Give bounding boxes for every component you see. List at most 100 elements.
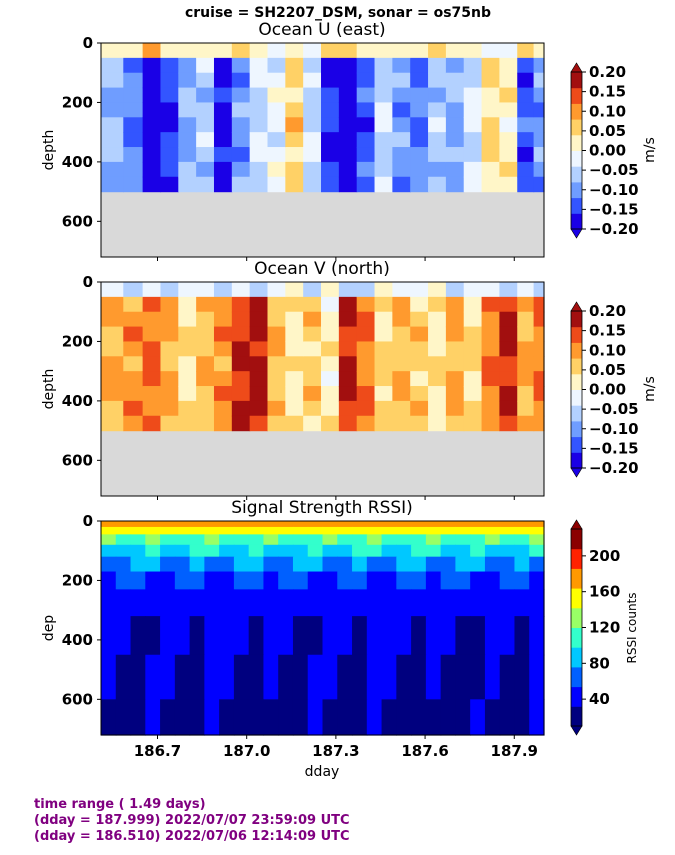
- data-cell: [213, 400, 233, 417]
- data-cell: [499, 534, 516, 546]
- data-cell: [285, 102, 304, 118]
- data-cell: [481, 87, 501, 104]
- y-tick-label: 200: [62, 93, 93, 111]
- x-tick-label: 187.0: [223, 742, 270, 760]
- data-cell: [101, 132, 124, 148]
- y-tick-label: 200: [62, 332, 93, 350]
- data-cell: [484, 556, 501, 573]
- data-cell: [445, 72, 465, 89]
- y-tick-label: 400: [62, 631, 93, 649]
- data-cell: [338, 386, 358, 402]
- data-cell: [142, 176, 162, 193]
- data-cell: [292, 571, 309, 590]
- data-cell: [529, 556, 545, 573]
- data-cell: [178, 326, 197, 343]
- data-cell: [425, 589, 442, 617]
- data-cell: [285, 356, 304, 372]
- data-cell: [115, 534, 132, 546]
- data-cell: [517, 132, 535, 148]
- plot-frame: [100, 42, 545, 258]
- data-cell: [123, 311, 144, 328]
- data-cell: [142, 132, 162, 148]
- data-cell: [101, 296, 124, 313]
- data-cell: [356, 296, 376, 313]
- data-cell: [130, 556, 146, 573]
- y-ticks: 0 200 400 600: [62, 34, 101, 230]
- data-cell: [189, 654, 205, 700]
- data-cell: [178, 43, 197, 59]
- data-cell: [267, 371, 286, 387]
- data-cell: [514, 534, 530, 546]
- data-cell: [178, 371, 197, 387]
- data-cell: [130, 654, 146, 700]
- data-cell: [142, 282, 162, 298]
- data-cell: [499, 282, 518, 298]
- plot-frame: [100, 281, 545, 497]
- data-cell: [231, 371, 251, 387]
- x-tick-label: 186.7: [134, 742, 181, 760]
- data-cell: [356, 117, 376, 133]
- data-cell: [374, 161, 393, 178]
- data-cell: [263, 654, 279, 700]
- data-cell: [178, 132, 197, 148]
- data-cell: [303, 386, 322, 402]
- data-cell: [356, 132, 376, 148]
- data-cell: [142, 341, 162, 357]
- data-cell: [101, 544, 117, 558]
- data-cell: [445, 117, 465, 133]
- y-ticks: 0 200 400 600: [62, 512, 101, 708]
- data-cell: [213, 296, 233, 313]
- data-cell: [392, 117, 411, 133]
- data-cell: [338, 326, 358, 343]
- colorbar-tick-label: −0.15: [589, 439, 639, 457]
- y-axis-label: dep: [41, 615, 57, 642]
- data-cell: [321, 117, 340, 133]
- data-cell: [338, 132, 358, 148]
- data-cell: [174, 521, 191, 528]
- data-cell: [410, 72, 429, 89]
- data-cell: [307, 534, 324, 546]
- data-cell: [338, 400, 358, 417]
- data-cell: [160, 526, 176, 535]
- data-cell: [445, 296, 465, 313]
- data-cell: [123, 72, 144, 89]
- data-cell: [517, 311, 535, 328]
- data-cell: [356, 147, 376, 163]
- data-cell: [499, 132, 518, 148]
- panel-rssi: Signal Strength RSSI) dep 0 200 400 600 186…: [41, 498, 639, 780]
- data-cell: [204, 526, 220, 535]
- data-cell: [455, 526, 471, 535]
- data-cell: [428, 72, 447, 89]
- data-cell: [410, 147, 429, 163]
- data-cell: [321, 371, 340, 387]
- data-cell: [481, 117, 501, 133]
- data-cell: [533, 356, 545, 372]
- data-cell: [428, 43, 447, 59]
- data-cell: [463, 161, 483, 178]
- colorbar-tick-label: 0.00: [589, 381, 626, 399]
- data-cell: [322, 534, 338, 546]
- data-cell: [115, 521, 132, 528]
- data-cell: [204, 699, 220, 736]
- colorbar-tick-label: 0.10: [589, 102, 626, 120]
- data-cell: [263, 544, 279, 558]
- data-cell: [213, 57, 233, 74]
- data-cell: [514, 521, 530, 528]
- data-cell: [196, 400, 215, 417]
- data-cell: [204, 521, 220, 528]
- data-cell: [307, 699, 324, 736]
- data-cell: [231, 356, 251, 372]
- data-cell: [381, 534, 397, 546]
- data-cell: [356, 400, 376, 417]
- colorbar-tick-label: 0.00: [589, 142, 626, 160]
- data-cell: [356, 386, 376, 402]
- data-cell: [381, 654, 397, 700]
- data-cell: [130, 544, 146, 558]
- data-cell: [499, 43, 518, 59]
- data-cell: [517, 282, 535, 298]
- data-cell: [263, 526, 279, 535]
- data-cell: [248, 571, 265, 590]
- data-cell: [267, 87, 286, 104]
- data-cell: [366, 521, 383, 528]
- data-cell: [303, 296, 322, 313]
